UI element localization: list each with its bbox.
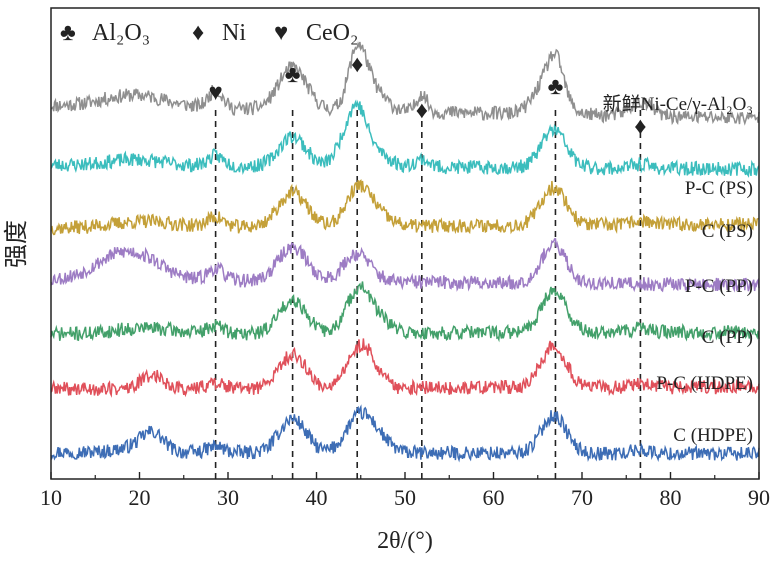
x-tick-label-0: 10 <box>40 485 62 510</box>
series-labels: 新鲜Ni-Ce/γ-Al₂O₃ P-C (PS) C (PS) P-C (PP) C (… <box>603 93 753 446</box>
peak-marker-4: ♣ <box>548 74 564 100</box>
peak-marker-3: ♦ <box>416 98 428 124</box>
x-tick-label-6: 70 <box>571 485 593 510</box>
series-line-1 <box>50 99 760 178</box>
legend-label-ni: Ni <box>222 20 246 46</box>
peak-marker-5: ♦ <box>634 114 646 140</box>
legend-symbol-al2o3: ♣ <box>60 20 76 46</box>
x-tick-label-8: 90 <box>748 485 770 510</box>
series-label-0: 新鲜Ni-Ce/γ-Al₂O₃ <box>603 93 753 115</box>
series-group <box>50 41 760 463</box>
y-axis-title: 强度 <box>3 220 30 268</box>
series-line-6 <box>50 404 760 463</box>
series-label-6: C (HDPE) <box>673 425 753 446</box>
x-tick-label-3: 40 <box>306 485 328 510</box>
series-label-2: C (PS) <box>702 221 753 242</box>
x-tick-label-5: 60 <box>483 485 505 510</box>
legend-label-al2o3: Al₂O₃ <box>92 20 150 46</box>
series-label-5: P-C (HDPE) <box>656 373 753 394</box>
peak-marker-0: ♥ <box>208 80 222 106</box>
legend-label-ceo2: CeO₂ <box>306 20 358 46</box>
x-tick-label-2: 30 <box>217 485 239 510</box>
peak-marker-2: ♦ <box>351 52 363 78</box>
series-label-3: P-C (PP) <box>685 276 753 297</box>
x-tick-label-7: 80 <box>660 485 682 510</box>
series-line-3 <box>50 238 760 293</box>
x-tick-label-4: 50 <box>394 485 416 510</box>
series-line-5 <box>50 338 760 398</box>
x-tick-label-1: 20 <box>129 485 151 510</box>
series-line-0 <box>50 41 760 126</box>
series-label-1: P-C (PS) <box>685 178 753 199</box>
legend-symbol-ni: ♦ <box>192 20 204 46</box>
legend-symbol-ceo2: ♥ <box>274 20 288 46</box>
x-axis: 10 20 30 40 50 60 70 80 90 <box>40 472 770 510</box>
legend: ♣ Al₂O₃ ♦ Ni ♥ CeO₂ <box>60 20 358 46</box>
plot-frame <box>50 7 760 480</box>
peak-markers: ♥ ♣ ♦ ♦ ♣ ♦ <box>208 52 646 140</box>
series-line-4 <box>50 281 760 343</box>
x-axis-title: 2θ/(°) <box>377 528 433 554</box>
peak-marker-1: ♣ <box>285 62 301 88</box>
series-label-4: C (PP) <box>702 327 753 348</box>
series-line-2 <box>50 179 760 236</box>
